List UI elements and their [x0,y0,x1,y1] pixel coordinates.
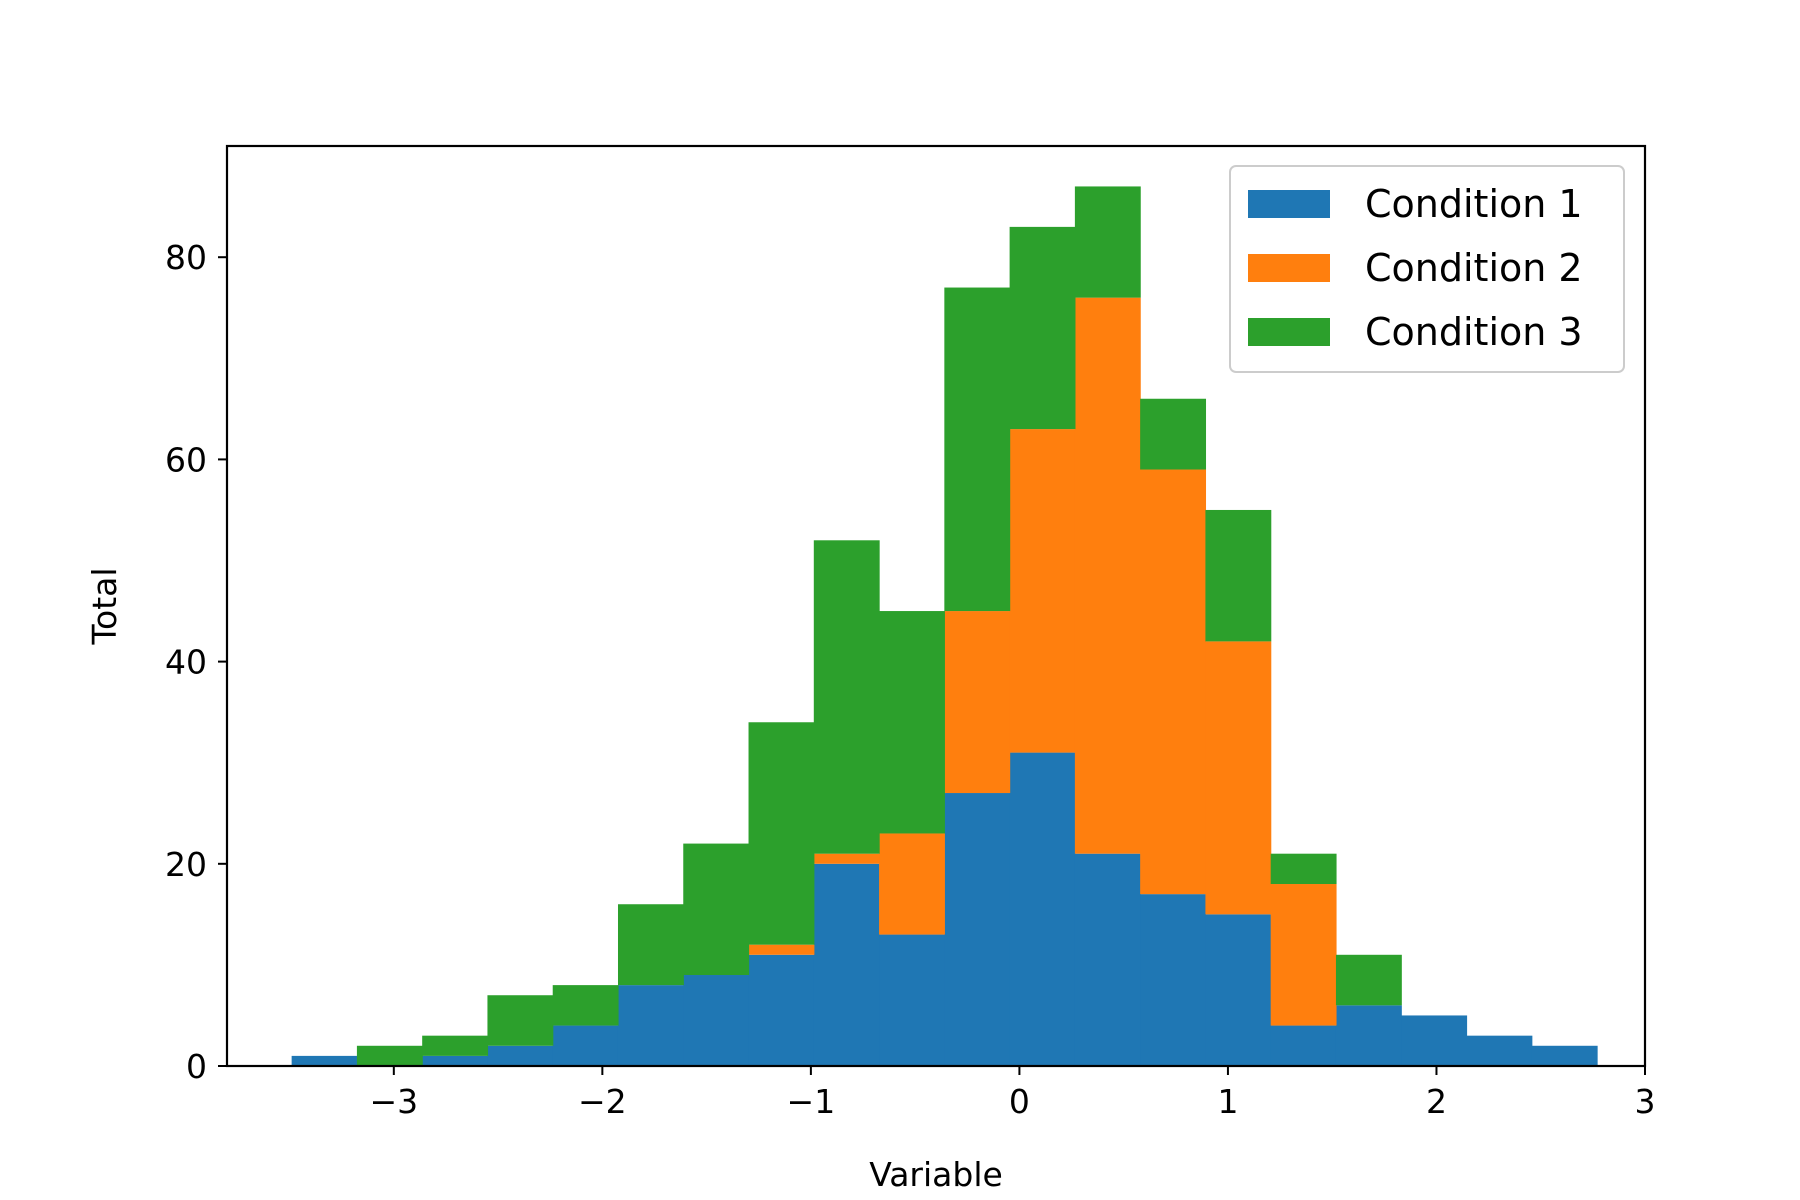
y-axis-label: Total [85,567,124,645]
bar-series3-bin4 [487,995,554,1046]
bar-series1-bin19 [1466,1035,1533,1066]
bar-series3-bin9 [813,540,880,854]
bar-series3-bin2 [356,1045,423,1066]
x-tick-label: 3 [1635,1082,1656,1121]
bar-series3-bin17 [1335,954,1402,1006]
bar-series3-bin16 [1270,853,1337,885]
bar-series3-bin5 [552,985,619,1026]
legend-swatch [1248,190,1330,218]
bar-series1-bin12 [1009,752,1076,1066]
legend-swatch [1248,318,1330,346]
bar-series1-bin7 [683,975,750,1066]
legend: Condition 1 Condition 2 Condition 3 [1229,165,1625,373]
bar-series3-bin6 [617,904,684,986]
legend-swatch [1248,254,1330,282]
x-tick-label: −3 [369,1082,418,1121]
y-tick-label: 40 [165,643,207,682]
bar-series1-bin11 [944,793,1011,1066]
bar-series2-bin11 [944,611,1011,794]
bar-series3-bin13 [1074,186,1141,298]
series-1 [291,752,1598,1066]
legend-label: Condition 1 [1365,182,1583,226]
bar-series1-bin3 [422,1055,489,1066]
bar-series2-bin16 [1270,884,1337,1026]
y-tick-label: 80 [165,238,207,277]
bar-series1-bin9 [813,863,880,1066]
bar-series1-bin15 [1205,914,1272,1066]
series-3 [356,186,1402,1066]
bar-series3-bin12 [1009,226,1076,430]
bar-series3-bin3 [422,1035,489,1056]
x-tick-label: −1 [787,1082,836,1121]
x-axis-label: Variable [869,1155,1003,1194]
bar-series3-bin10 [879,611,945,834]
bar-series1-bin1 [291,1055,358,1066]
bar-series3-bin7 [683,843,750,976]
bar-series1-bin20 [1531,1045,1598,1066]
bar-series1-bin14 [1140,894,1207,1066]
y-tick-label: 0 [186,1047,207,1086]
bar-series1-bin13 [1074,853,1141,1066]
bar-series2-bin13 [1074,297,1141,854]
bar-series1-bin10 [879,934,945,1066]
x-tick-label: −2 [578,1082,627,1121]
bar-series3-bin11 [944,287,1011,612]
x-tick-label: 2 [1426,1082,1447,1121]
bar-series3-bin8 [748,722,815,945]
bar-series1-bin4 [487,1045,554,1066]
bars-layer [291,186,1598,1066]
legend-label: Condition 3 [1365,310,1583,354]
bar-series1-bin17 [1335,1005,1402,1066]
bar-series2-bin10 [879,833,945,935]
bar-series2-bin14 [1140,469,1207,895]
plot-frame [225,144,1647,1068]
axes-layer: −3 −2 −1 0 1 2 3 0 20 40 60 80 [165,144,1656,1121]
bar-series2-bin12 [1009,429,1076,753]
series-2 [748,297,1337,1026]
bar-series1-bin16 [1270,1025,1337,1066]
bar-series1-bin18 [1401,1015,1468,1066]
bar-series1-bin8 [748,954,815,1066]
bar-series1-bin5 [552,1025,619,1066]
x-tick-label: 0 [1009,1082,1030,1121]
y-tick-label: 20 [165,845,207,884]
bar-series3-bin15 [1205,509,1272,642]
y-tick-label: 60 [165,440,207,479]
bar-series2-bin9 [813,853,880,864]
bar-series2-bin8 [748,944,815,955]
bar-series2-bin15 [1205,641,1272,915]
legend-label: Condition 2 [1365,246,1583,290]
bar-series3-bin14 [1140,398,1207,470]
x-tick-label: 1 [1217,1082,1238,1121]
bar-series1-bin6 [617,985,684,1066]
